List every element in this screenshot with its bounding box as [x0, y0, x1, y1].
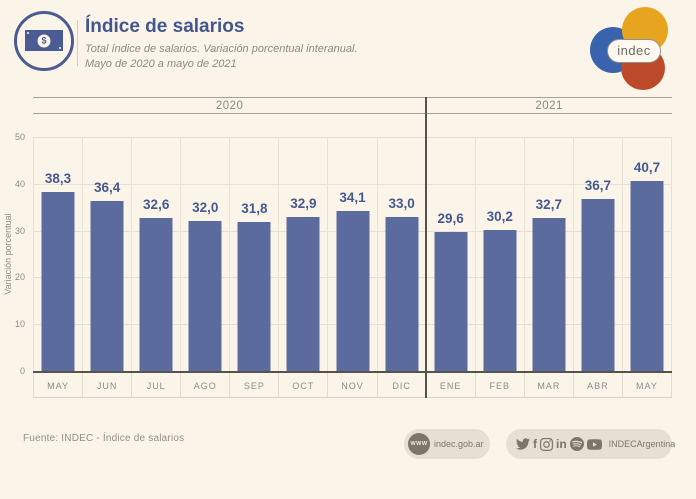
year-label: 2020: [215, 100, 244, 112]
bar-column: 31,8: [230, 137, 280, 371]
bar-column: 36,7: [574, 137, 623, 371]
month-label: JUN: [83, 373, 133, 397]
bar-value-label: 31,8: [241, 201, 268, 217]
bar: [630, 180, 664, 371]
bar-column: 32,6: [132, 137, 182, 371]
bar: [139, 218, 173, 371]
bar: [237, 222, 271, 371]
banknote-dot: [27, 32, 29, 34]
plot-area: 38,3 36,4 32,6 32,0 31,8 32,9 34,1 33,0 29,6 30,2…: [3, 132, 673, 376]
bar-value-label: 38,3: [44, 170, 72, 186]
bar: [581, 199, 615, 371]
website-url: indec.gob.ar: [434, 439, 484, 449]
dollar-sign: $: [37, 34, 51, 47]
year-label: 2021: [535, 100, 563, 112]
month-label: NOV: [328, 373, 378, 397]
bar-column: 29,6: [427, 137, 476, 371]
website-badge[interactable]: WWW indec.gob.ar: [404, 429, 490, 459]
y-tick-label: 20: [14, 272, 25, 283]
bar: [336, 211, 369, 371]
bar-value-label: 36,4: [93, 179, 121, 195]
bar: [286, 217, 320, 371]
y-tick-label: 0: [19, 366, 25, 376]
bar: [188, 221, 222, 371]
bar-value-label: 36,7: [584, 178, 612, 194]
bar-column: 32,0: [181, 137, 231, 371]
month-label: MAY: [623, 373, 673, 397]
bar-column: 33,0: [378, 137, 427, 371]
social-handle: INDECArgentina: [608, 439, 676, 449]
month-label: DIC: [378, 373, 427, 397]
y-tick-label: 30: [14, 225, 25, 236]
y-tick-label: 50: [14, 132, 25, 142]
month-label: ABR: [574, 373, 623, 397]
bar: [532, 217, 566, 371]
bar-chart: 2020 2021 38,3 36,4 32,6 32,0 31,8 32,9 34,1 33,…: [3, 97, 673, 398]
bar-value-label: 40,7: [633, 159, 661, 175]
bar-value-label: 30,2: [486, 208, 513, 224]
bar: [90, 200, 124, 371]
y-tick-label: 40: [14, 178, 25, 189]
month-band: MAY JUN JUL AGO SEP OCT NOV DIC ENE FEB MAR ABR MAY: [33, 373, 673, 398]
month-label: SEP: [230, 373, 280, 397]
bar-column: 34,1: [328, 137, 378, 371]
month-label: FEB: [476, 373, 525, 397]
indec-logo: indec: [588, 3, 688, 98]
banknote-dot: [59, 47, 61, 49]
bar: [434, 232, 468, 371]
page-subtitle-1: Total índice de salarios. Variación porc…: [85, 43, 358, 55]
spotify-icon[interactable]: [569, 437, 584, 451]
youtube-icon[interactable]: [586, 437, 602, 452]
bar-column: 32,9: [279, 137, 329, 371]
columns: 38,3 36,4 32,6 32,0 31,8 32,9 34,1 33,0 29,6 30,2…: [33, 137, 673, 371]
header-text: Índice de salarios Total índice de salar…: [85, 16, 358, 71]
facebook-icon[interactable]: f: [533, 436, 537, 451]
bar: [385, 216, 419, 371]
gridline: [33, 137, 672, 138]
instagram-icon[interactable]: [540, 437, 553, 451]
bar-value-label: 32,0: [192, 200, 219, 216]
linkedin-icon[interactable]: in: [556, 436, 567, 451]
y-tick-label: 10: [14, 319, 25, 330]
www-globe-icon: WWW: [408, 433, 430, 455]
y-axis-title: Variación porcentual: [3, 213, 13, 295]
bar-value-label: 32,7: [535, 196, 562, 212]
bar-value-label: 29,6: [437, 211, 464, 227]
bar-column: 40,7: [623, 137, 673, 371]
page-title: Índice de salarios: [85, 16, 245, 37]
bar-column: 32,7: [525, 137, 574, 371]
bar-value-label: 32,6: [143, 197, 170, 213]
month-label: OCT: [279, 373, 329, 397]
month-label: JUL: [132, 373, 182, 397]
page-subtitle-2: Mayo de 2020 a mayo de 2021: [85, 57, 237, 70]
month-label: ENE: [427, 373, 476, 397]
bar-column: 30,2: [476, 137, 525, 371]
logo-wordmark: indec: [607, 39, 661, 63]
bar: [41, 191, 75, 371]
month-label: MAR: [525, 373, 574, 397]
bar-value-label: 33,0: [388, 195, 415, 211]
money-bill-icon: $: [14, 11, 74, 71]
bar-value-label: 32,9: [290, 196, 317, 212]
bar-column: 38,3: [33, 137, 84, 371]
month-label: MAY: [33, 373, 84, 397]
year-band: 2020 2021: [33, 97, 672, 114]
month-label: AGO: [181, 373, 231, 397]
twitter-icon[interactable]: [516, 437, 530, 451]
header-divider: [77, 20, 78, 66]
bar-column: 36,4: [83, 137, 133, 371]
gridline: [33, 183, 672, 185]
bar: [483, 229, 517, 371]
bar-value-label: 34,1: [339, 190, 366, 206]
year-divider-line: [425, 97, 428, 398]
source-note: Fuente: INDEC - Índice de salarios: [23, 433, 185, 444]
social-badge[interactable]: f in INDECArgentina: [506, 429, 675, 459]
y-axis: 0 10 20 30 40 50: [5, 132, 28, 376]
banknote-shape: $: [25, 30, 63, 51]
